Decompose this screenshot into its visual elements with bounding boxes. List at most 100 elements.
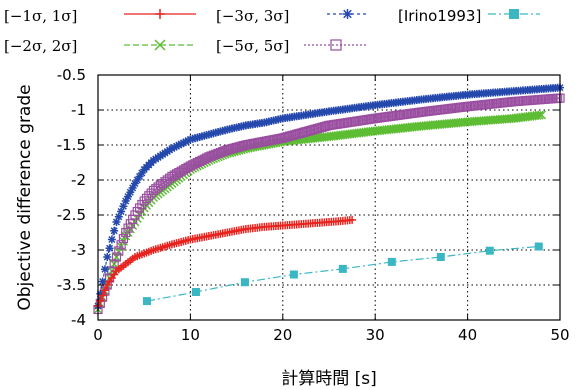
data-point <box>534 242 543 251</box>
data-point <box>142 297 151 306</box>
data-point <box>191 288 200 296</box>
series-3 <box>93 93 565 315</box>
data-point <box>110 226 119 235</box>
data-point <box>317 122 327 132</box>
data-point <box>170 143 179 152</box>
data-point <box>285 131 295 141</box>
data-point <box>310 124 320 134</box>
plot-frame <box>97 74 561 321</box>
data-point <box>201 153 212 163</box>
data-point <box>100 286 109 295</box>
data-point <box>218 147 228 157</box>
data-point <box>174 141 183 150</box>
data-point <box>184 136 193 145</box>
data-point <box>137 169 146 177</box>
legend-label: [−3σ, 3σ] <box>216 7 289 25</box>
data-point <box>308 125 318 135</box>
data-point <box>315 123 325 133</box>
legend-label: [−1σ, 1σ] <box>4 7 77 25</box>
x-tick-label: 40 <box>458 326 477 344</box>
data-point <box>107 235 116 244</box>
y-tick-label: -2 <box>71 171 86 189</box>
data-point <box>112 218 121 226</box>
data-point <box>206 151 216 161</box>
data-point <box>222 145 232 155</box>
series-0 <box>94 215 357 310</box>
legend-marker <box>342 9 353 19</box>
y-tick-label: -3 <box>71 241 86 259</box>
series-line <box>97 97 561 310</box>
data-point <box>199 154 209 164</box>
data-point <box>130 179 139 188</box>
data-point <box>181 137 190 146</box>
data-point <box>133 176 142 184</box>
data-point <box>282 132 293 142</box>
y-tick-label: -2.5 <box>57 206 86 224</box>
data-point <box>103 253 112 261</box>
data-point <box>220 146 230 156</box>
data-point <box>229 143 239 153</box>
legend-marker <box>330 39 342 51</box>
series-line <box>97 114 542 310</box>
data-point <box>116 240 126 250</box>
data-point <box>534 110 544 120</box>
series-layer <box>93 83 565 315</box>
data-point <box>278 133 288 143</box>
data-point <box>303 126 313 136</box>
data-point <box>296 128 306 138</box>
legend-marker <box>154 39 166 51</box>
series-4 <box>142 242 543 306</box>
data-point <box>204 152 214 162</box>
data-point <box>280 132 290 142</box>
data-point <box>292 129 302 139</box>
data-point <box>211 149 221 159</box>
data-point <box>536 110 547 120</box>
legend-label: [−5σ, 5σ] <box>216 37 289 55</box>
data-point <box>348 215 357 224</box>
data-point <box>225 144 235 154</box>
data-point <box>294 128 304 139</box>
data-point <box>485 246 494 255</box>
y-tick-label: -1.5 <box>57 136 86 154</box>
data-point <box>96 289 105 298</box>
legend-entry-0: [−1σ, 1σ] <box>4 7 196 25</box>
y-tick-label: -3.5 <box>57 276 86 294</box>
data-point <box>289 270 298 279</box>
legend-label: [Irino1993] <box>398 7 481 25</box>
data-point <box>139 196 149 206</box>
series-1 <box>93 110 547 315</box>
data-point <box>135 172 144 181</box>
data-point <box>287 130 297 141</box>
data-point <box>109 259 119 269</box>
legend-entry-1: [−2σ, 2σ] <box>4 37 196 55</box>
legend-entry-2: [−3σ, 3σ] <box>216 7 368 25</box>
legend-marker <box>155 9 165 19</box>
data-point <box>240 278 249 287</box>
data-point <box>236 141 246 151</box>
data-point <box>301 127 311 137</box>
data-point <box>232 142 242 153</box>
legend-label: [−2σ, 2σ] <box>4 37 77 55</box>
y-tick-label: -1 <box>71 101 86 119</box>
data-point <box>177 139 186 148</box>
data-point <box>111 252 122 262</box>
data-point <box>114 212 123 221</box>
data-point <box>305 125 316 136</box>
data-point <box>117 207 126 216</box>
data-point <box>126 188 135 197</box>
y-tick-label: -0.5 <box>57 66 86 84</box>
data-point <box>208 150 219 160</box>
data-point <box>121 197 130 205</box>
data-point <box>319 122 329 132</box>
data-point <box>289 130 299 140</box>
data-point <box>172 142 181 151</box>
data-point <box>98 291 107 300</box>
legend-entry-3: [−5σ, 5σ] <box>216 37 368 55</box>
data-point <box>105 244 114 253</box>
data-point <box>124 192 133 201</box>
data-point <box>227 144 237 154</box>
data-point <box>238 141 249 151</box>
data-point <box>114 246 124 256</box>
data-point <box>338 264 347 273</box>
